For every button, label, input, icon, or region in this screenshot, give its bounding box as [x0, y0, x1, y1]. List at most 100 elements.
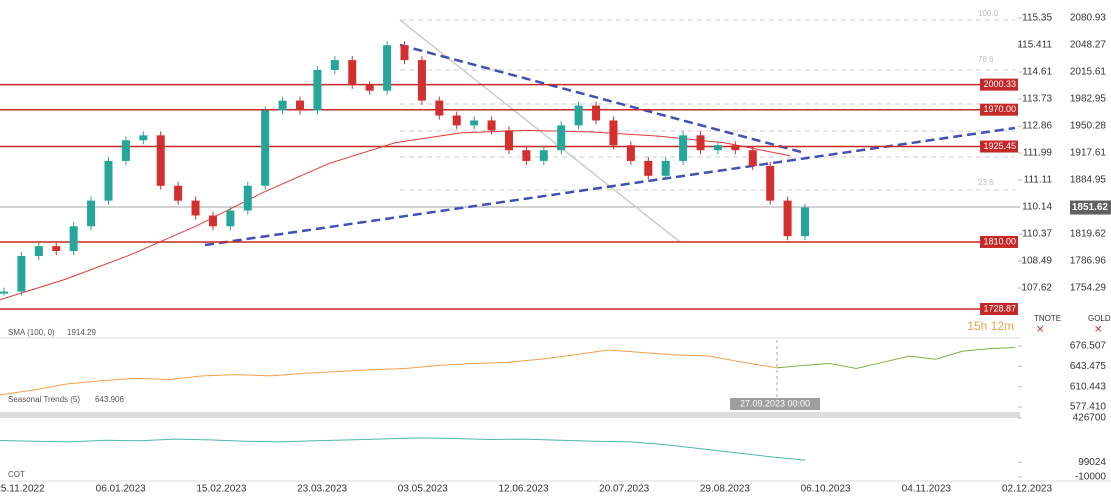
candle [69, 226, 78, 252]
tnote-label: 115.35 [1022, 13, 1052, 24]
candle [626, 145, 635, 161]
y-tick-label: 1786.96 [1070, 256, 1107, 267]
seasonal-line [0, 349, 778, 396]
x-tick-label: 25.11.2022 [0, 484, 45, 495]
x-tick-label: 12.06.2023 [498, 484, 548, 495]
candle [539, 150, 548, 161]
timer: 15h 12m [967, 319, 1014, 333]
cot-name: COT [8, 470, 25, 479]
candle [417, 60, 426, 101]
tnote-label: 110.14 [1022, 202, 1052, 213]
candle [52, 246, 61, 252]
candle [592, 105, 601, 121]
price-tag [1070, 200, 1111, 215]
candle [557, 125, 566, 151]
y-tick-label: 2080.93 [1070, 13, 1107, 24]
tnote-label: 107.62 [1021, 283, 1052, 294]
tnote-label: 111.11 [1024, 175, 1053, 186]
panel-separator [0, 412, 1020, 418]
crosshair-label: 27.09.2023 00:00 [740, 398, 810, 408]
candle [696, 135, 705, 151]
level-box [980, 140, 1018, 153]
y-tick-label: 2048.27 [1070, 40, 1107, 51]
candle [400, 45, 409, 61]
level-label: 1728.87 [983, 303, 1016, 313]
level-box [980, 235, 1018, 248]
candle [121, 140, 130, 161]
seasonal-name: Seasonal Trends (5) [8, 395, 80, 404]
candle [0, 291, 8, 294]
y-tick-label: 610.443 [1070, 381, 1107, 392]
candle [87, 200, 96, 227]
fib-label: 23.6 [978, 178, 994, 187]
sma-name: SMA (100, 0) [8, 328, 55, 337]
candle [243, 185, 252, 211]
y-tick-label: 1950.28 [1070, 121, 1107, 132]
candle [17, 256, 26, 292]
y-tick-label: 2015.61 [1070, 67, 1107, 78]
level-label: 1925.45 [983, 141, 1016, 151]
candle [104, 160, 113, 201]
y-tick-label: 676.507 [1070, 341, 1107, 352]
candle [139, 135, 148, 141]
candle [278, 100, 287, 111]
tnote-label: 110.37 [1022, 229, 1052, 240]
seasonal-forecast [776, 347, 1016, 369]
candle [661, 160, 670, 176]
cot-line [0, 437, 806, 461]
legend-tnote: TNOTE [1034, 314, 1061, 323]
candle [609, 120, 618, 146]
crosshair-box [730, 398, 820, 410]
x-tick-label: 06.10.2023 [801, 484, 851, 495]
y-tick-label: 99024 [1078, 457, 1106, 468]
y-tick-label: 1982.95 [1070, 94, 1107, 105]
level-box [980, 103, 1018, 116]
x-tick-label: 29.08.2023 [700, 484, 750, 495]
tnote-label: 112.86 [1022, 121, 1052, 132]
tnote-label: 114.61 [1022, 67, 1052, 78]
x-tick-label: 20.07.2023 [599, 484, 649, 495]
candle [365, 84, 374, 91]
fib-label: 100.0 [978, 9, 999, 18]
tnote-label: 113.73 [1022, 94, 1052, 105]
candle [713, 145, 722, 151]
y-tick-label: 1754.29 [1070, 283, 1107, 294]
candle [766, 165, 775, 201]
level-label: 1970.00 [983, 104, 1016, 114]
y-tick-label: 1917.61 [1070, 148, 1107, 159]
y-tick-label: 1819.62 [1070, 229, 1107, 240]
candle [504, 130, 513, 151]
y-tick-label: 1884.95 [1070, 175, 1107, 186]
level-box [980, 303, 1018, 316]
y-tick-label: 426700 [1073, 413, 1107, 424]
close-icon[interactable]: ✕ [1036, 325, 1044, 336]
sma-value: 1914.29 [67, 328, 96, 337]
candle [383, 45, 392, 91]
y-tick-label: 577.410 [1070, 402, 1107, 413]
tnote-label: 115.411 [1017, 40, 1052, 51]
candle [208, 215, 217, 227]
candle [644, 160, 653, 176]
candle [783, 200, 792, 237]
candle [487, 120, 496, 131]
x-tick-label: 23.03.2023 [297, 484, 347, 495]
trend-line [204, 126, 1016, 247]
sma-line [0, 129, 791, 301]
candle [34, 246, 43, 257]
x-tick-label: 03.05.2023 [398, 484, 448, 495]
candle [156, 135, 165, 186]
x-tick-label: 02.12.2023 [1002, 484, 1052, 495]
candle [748, 150, 757, 166]
candle [574, 105, 583, 126]
level-label: 2000.33 [983, 79, 1016, 89]
candle [731, 145, 740, 151]
seasonal-value: 643.906 [95, 395, 124, 404]
close-icon[interactable]: ✕ [1094, 325, 1102, 336]
candle [296, 100, 305, 111]
candle [452, 115, 461, 126]
candle [313, 70, 322, 111]
candle [261, 110, 270, 186]
tnote-label: 111.99 [1023, 148, 1053, 159]
